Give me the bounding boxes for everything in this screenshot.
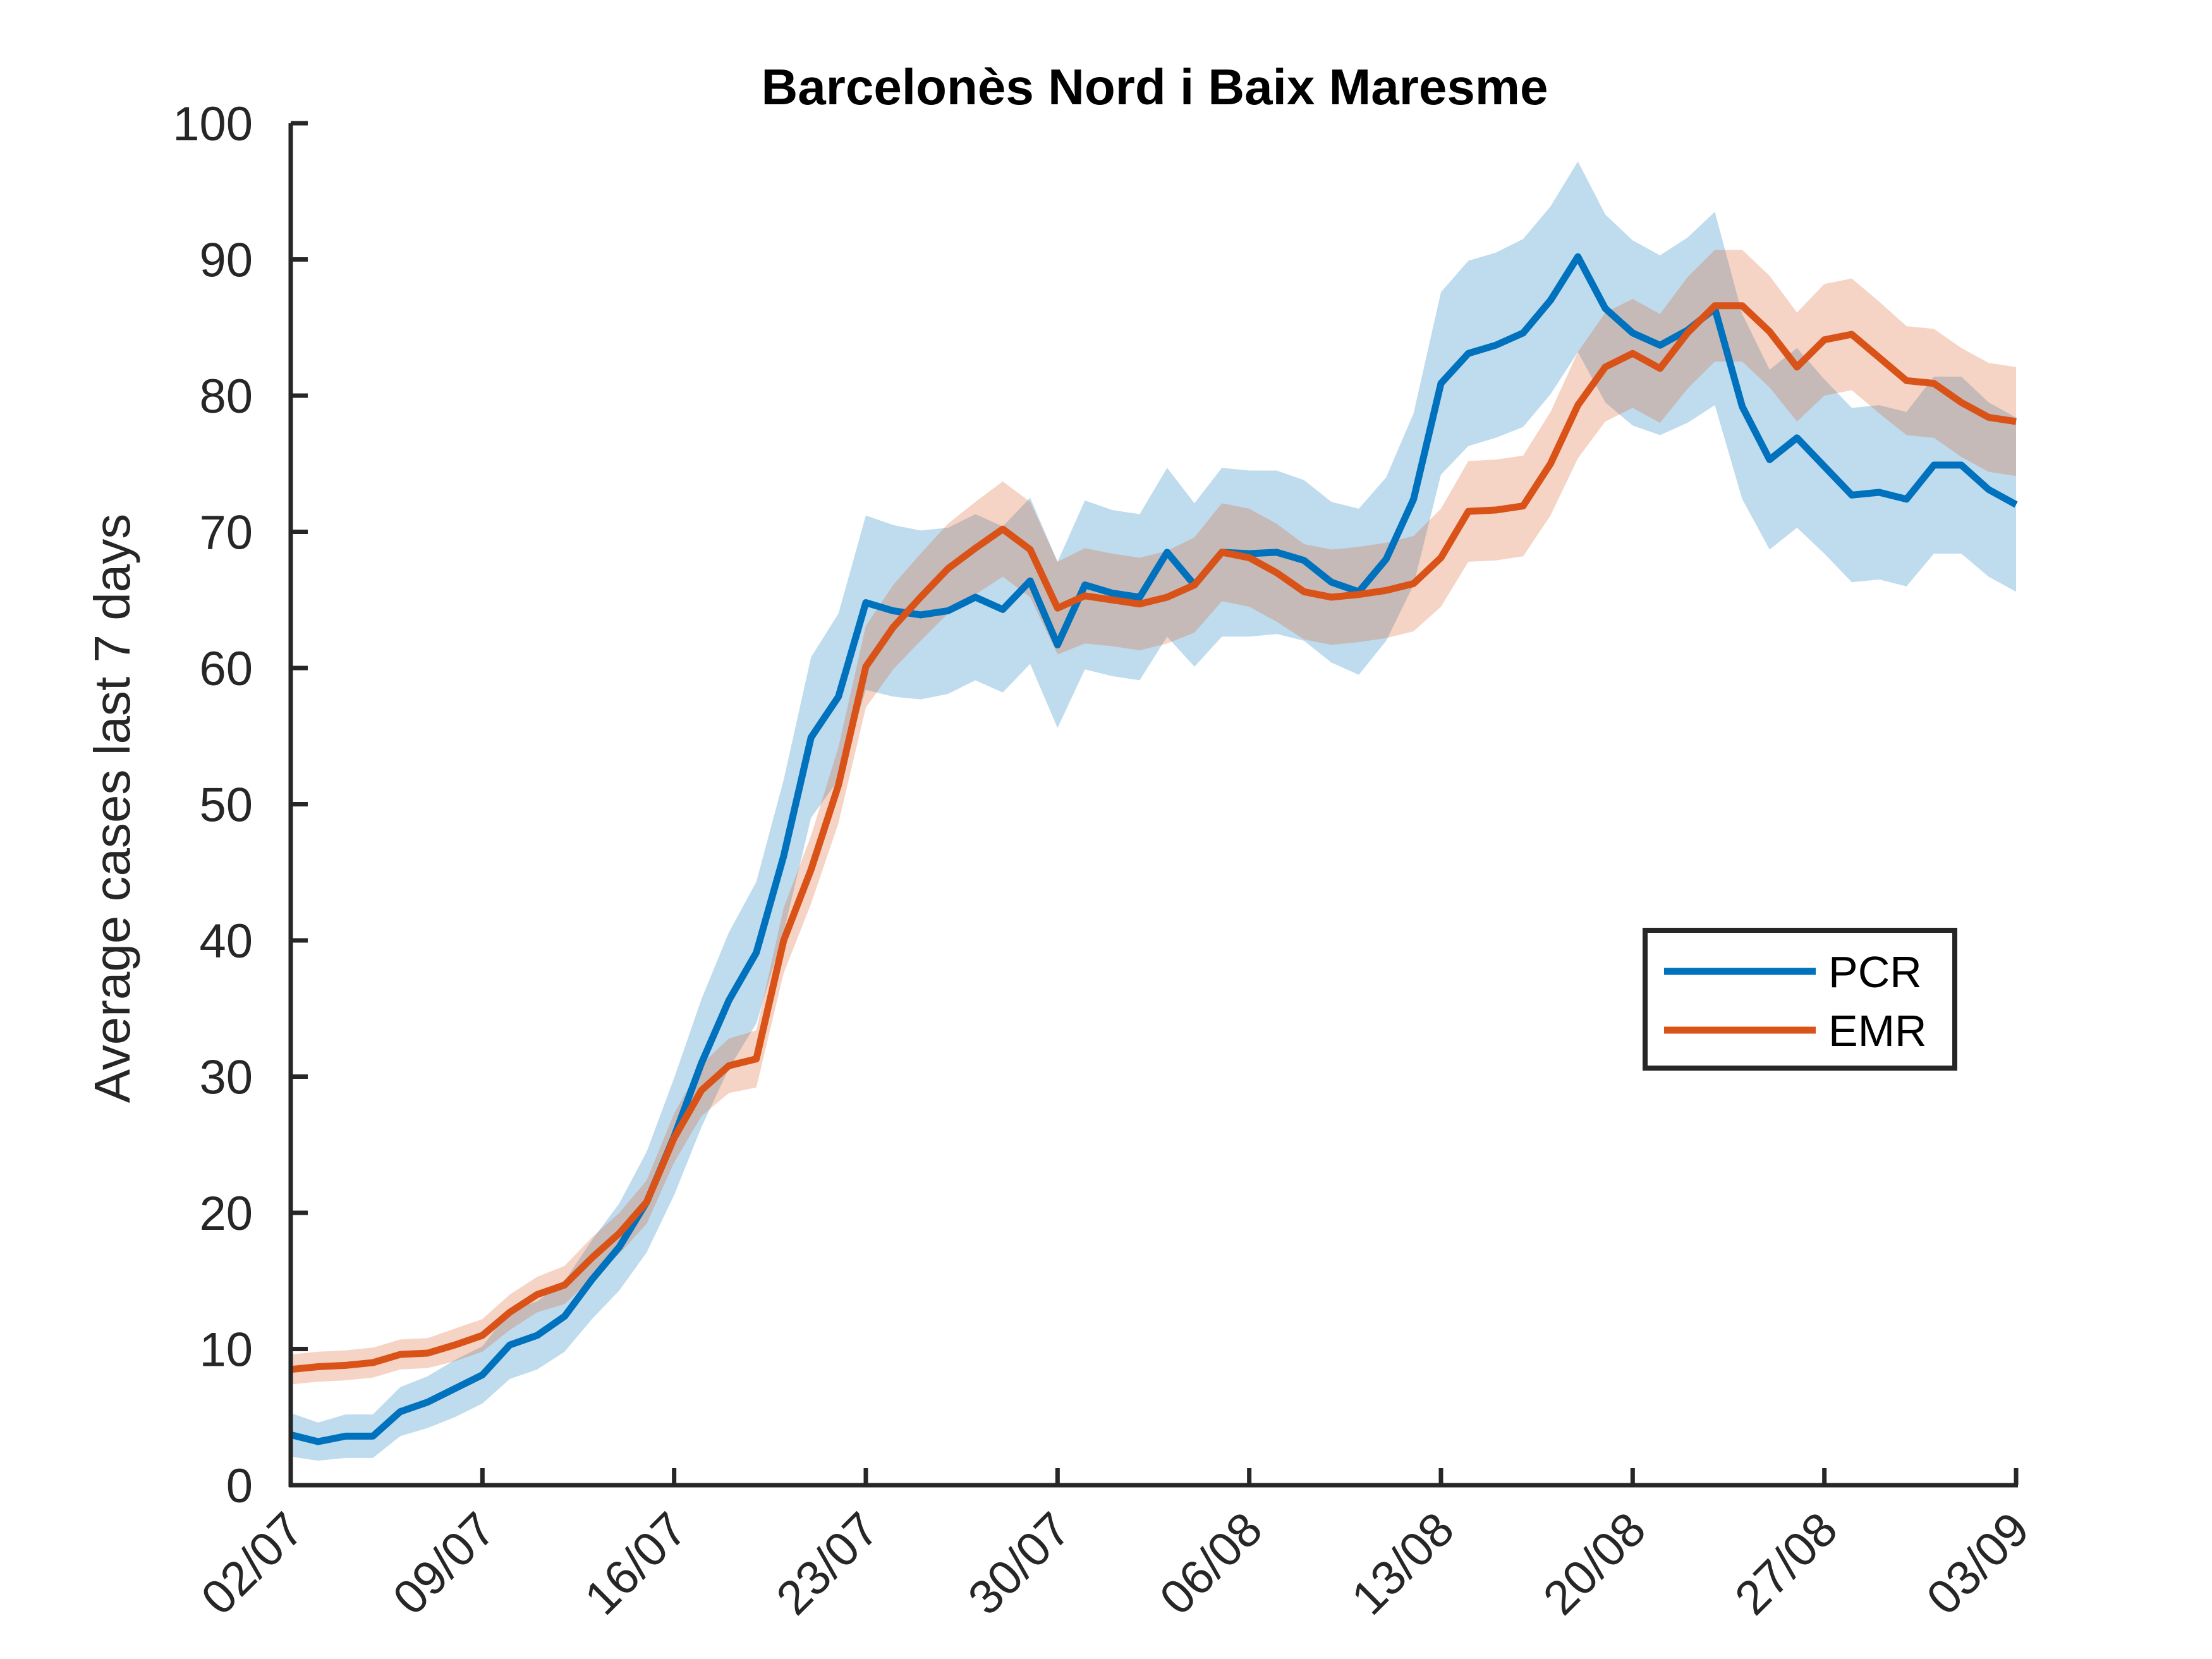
y-tick-label: 100 bbox=[173, 97, 253, 151]
legend: PCR EMR bbox=[1643, 928, 1957, 1071]
x-tick-label: 16/07 bbox=[574, 1502, 698, 1626]
y-tick-label: 50 bbox=[199, 779, 253, 832]
x-tick-label: 20/08 bbox=[1533, 1502, 1656, 1626]
legend-label-emr: EMR bbox=[1828, 1006, 1927, 1055]
y-axis-label: Average cases last 7 days bbox=[84, 514, 140, 1103]
y-tick-label: 90 bbox=[199, 234, 253, 288]
x-tick-label: 09/07 bbox=[383, 1502, 506, 1626]
x-tick-label: 06/08 bbox=[1150, 1502, 1273, 1626]
y-axis-ticks: 0 10 20 30 40 50 60 70 80 90 100 bbox=[173, 97, 308, 1513]
y-tick-label: 70 bbox=[199, 506, 253, 560]
legend-label-pcr: PCR bbox=[1828, 947, 1922, 997]
x-tick-label: 30/07 bbox=[958, 1502, 1081, 1626]
x-tick-label: 23/07 bbox=[766, 1502, 889, 1626]
x-tick-label: 03/09 bbox=[1916, 1502, 2039, 1626]
confidence-bands bbox=[291, 161, 2016, 1461]
y-tick-label: 10 bbox=[199, 1323, 253, 1377]
band-emr bbox=[291, 250, 2016, 1385]
series-line-pcr bbox=[289, 253, 2018, 1445]
series-line-emr bbox=[290, 302, 2017, 1373]
x-axis-ticks: 02/07 09/07 16/07 23/07 30/07 06/08 13/08 20/08… bbox=[191, 1468, 2039, 1626]
y-tick-label: 60 bbox=[199, 642, 253, 696]
x-tick-label: 13/08 bbox=[1341, 1502, 1464, 1626]
y-tick-label: 80 bbox=[199, 370, 253, 423]
y-tick-label: 30 bbox=[199, 1051, 253, 1105]
x-tick-label: 02/07 bbox=[191, 1502, 314, 1626]
legend-box bbox=[1643, 928, 1957, 1071]
y-tick-label: 0 bbox=[226, 1459, 253, 1513]
x-tick-label: 27/08 bbox=[1725, 1502, 1848, 1626]
chart-title: Barcelonès Nord i Baix Maresme bbox=[762, 59, 1548, 115]
y-tick-label: 20 bbox=[199, 1187, 253, 1241]
series-lines bbox=[289, 253, 2018, 1445]
y-tick-label: 40 bbox=[199, 915, 253, 968]
